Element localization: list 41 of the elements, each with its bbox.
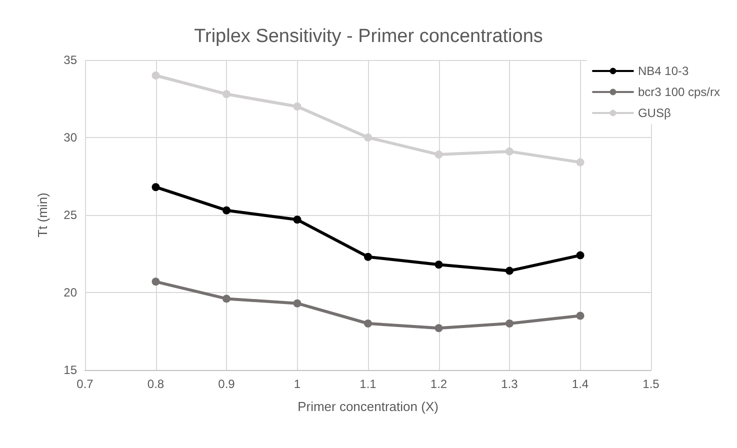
x-tick-label: 1.1 (360, 377, 377, 391)
point (576, 158, 584, 166)
point (293, 299, 302, 308)
x-tick-label: 1.3 (501, 377, 518, 391)
point (576, 312, 584, 320)
point (152, 278, 160, 286)
chart-title: Triplex Sensitivity - Primer concentrations (194, 26, 543, 47)
point (576, 251, 584, 260)
legend-label: bcr3 100 cps/rx (638, 85, 720, 99)
y-axis-title: Tt (min) (35, 192, 50, 238)
x-tick-label: 0.9 (218, 377, 236, 391)
point (434, 150, 443, 159)
x-tick-label: 1.5 (642, 377, 660, 391)
x-tick-label: 1.4 (572, 377, 589, 391)
x-axis-title: Primer concentration (X) (298, 399, 438, 414)
point (152, 183, 160, 192)
x-tick-label: 1 (294, 377, 301, 391)
point (293, 102, 302, 110)
x-tick-label: 0.7 (76, 377, 94, 391)
point (364, 252, 372, 261)
point (506, 320, 514, 328)
x-tick-label: 1.2 (430, 377, 448, 391)
legend-label: NB4 10-3 (638, 64, 689, 78)
point (152, 72, 160, 80)
y-tick-label: 20 (64, 286, 78, 300)
point (222, 294, 230, 303)
point (364, 134, 372, 142)
point (434, 260, 443, 269)
legend-label: GUSβ (638, 106, 671, 120)
point (222, 206, 230, 214)
point (506, 147, 514, 156)
y-tick-label: 15 (64, 363, 78, 377)
point (222, 90, 230, 98)
point (506, 266, 514, 275)
point (364, 320, 372, 328)
x-tick-label: 0.8 (147, 377, 164, 391)
y-tick-label: 35 (64, 53, 78, 67)
point (434, 324, 443, 332)
point (293, 216, 302, 224)
y-tick-label: 30 (64, 130, 78, 144)
y-tick-label: 25 (64, 208, 78, 222)
